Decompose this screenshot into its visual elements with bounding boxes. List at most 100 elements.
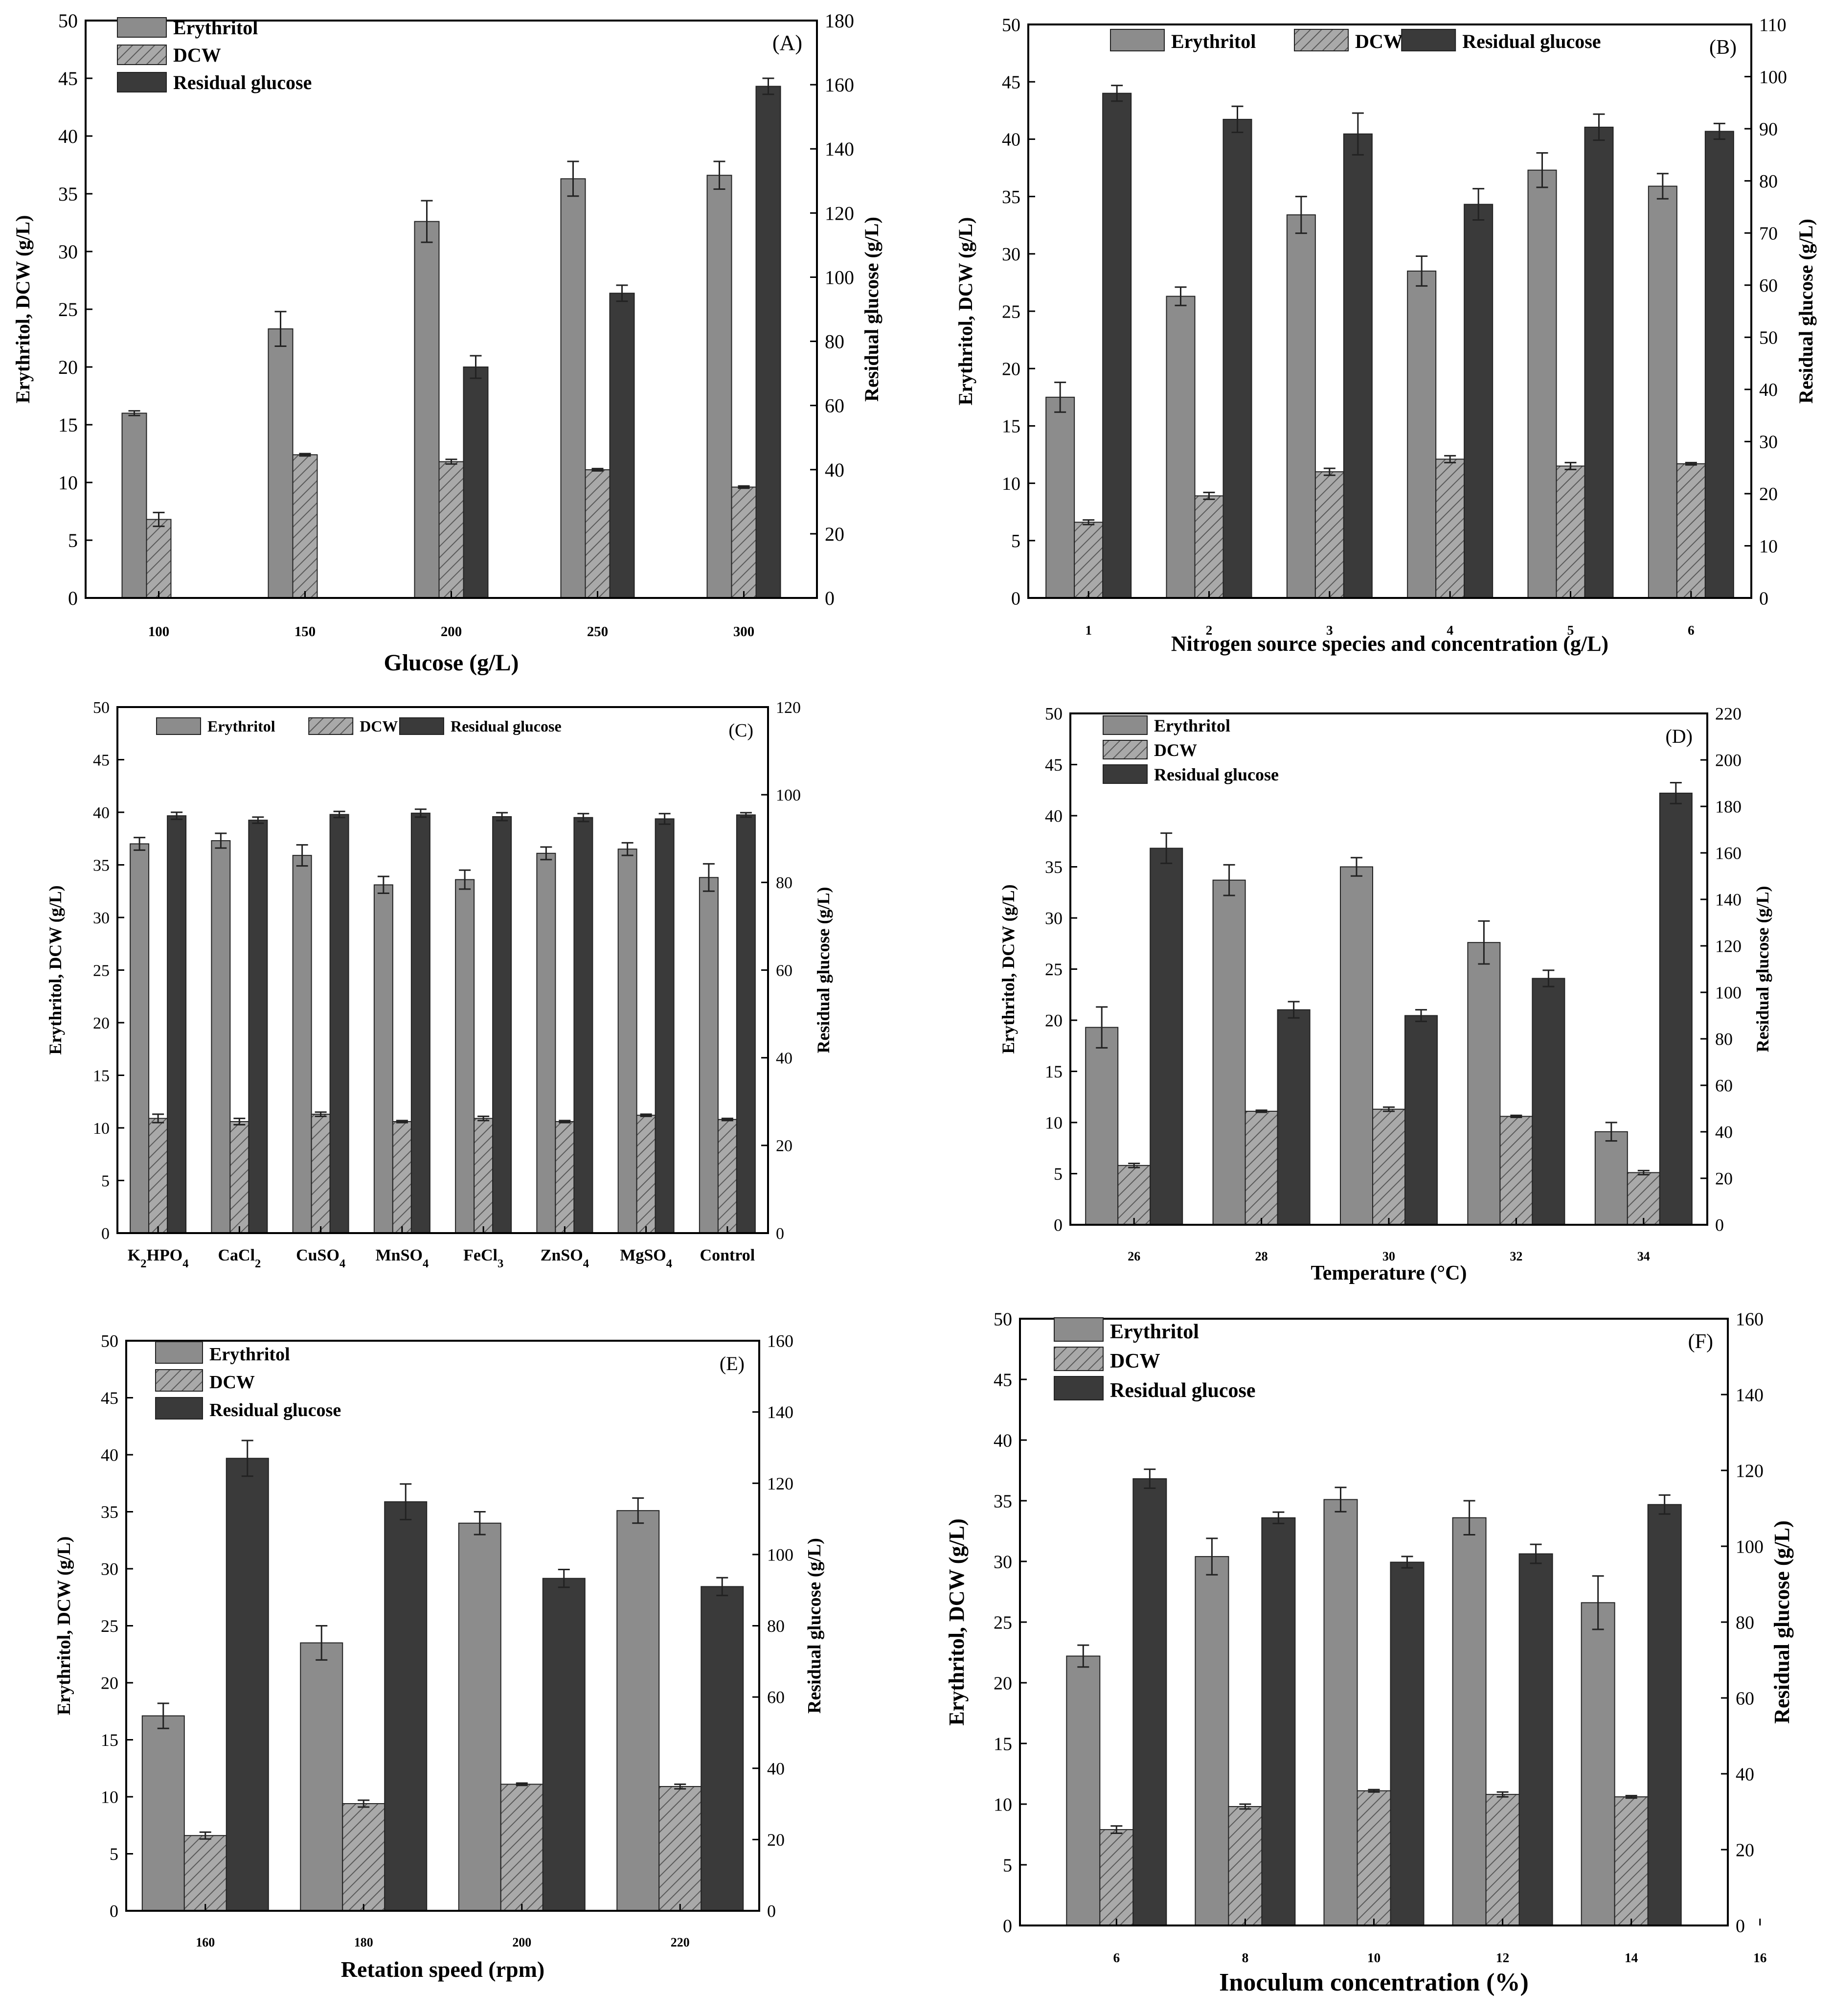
left-tick-label: 5	[68, 529, 78, 551]
legend-label-erythritol: Erythritol	[1110, 1321, 1199, 1343]
right-tick-label: 70	[1759, 223, 1778, 244]
right-tick-label: 120	[825, 202, 854, 224]
right-tick-label: 0	[776, 1225, 784, 1243]
glucose-bar	[1532, 978, 1565, 1225]
x-axis-title: Inoculum concentration (%)	[1219, 1969, 1529, 1996]
left-tick-label: 45	[101, 1388, 118, 1408]
x-tick-label: 12	[1496, 1950, 1509, 1965]
left-tick-label: 35	[994, 1491, 1012, 1512]
right-tick-label: 220	[1715, 704, 1742, 724]
right-tick-label: 160	[1715, 844, 1742, 863]
legend-swatch-erythritol	[1103, 715, 1148, 735]
left-tick-label: 15	[1002, 416, 1020, 437]
left-tick-label: 10	[58, 472, 78, 494]
right-axis-title: Residual glucose (g/L)	[1795, 219, 1817, 404]
legend-label-glucose: Residual glucose	[1110, 1379, 1256, 1402]
right-tick-label: 40	[1736, 1764, 1754, 1785]
right-tick-label: 80	[1715, 1030, 1733, 1049]
x-axis-title: Retation speed (rpm)	[341, 1957, 545, 1982]
right-tick-label: 160	[825, 74, 854, 96]
dcw-bar	[1556, 465, 1585, 598]
left-tick-label: 40	[1045, 806, 1063, 826]
right-tick-label: 200	[1715, 751, 1742, 770]
left-tick-label: 15	[93, 1067, 110, 1085]
left-tick-label: 50	[994, 1309, 1012, 1329]
left-tick-label: 0	[1054, 1215, 1063, 1235]
glucose-bar	[736, 814, 756, 1234]
glucose-bar	[410, 812, 430, 1234]
erythritol-bar	[1452, 1517, 1487, 1926]
glucose-bar	[655, 818, 675, 1234]
glucose-bar	[1102, 92, 1132, 598]
dcw-bar	[585, 469, 611, 598]
legend-swatch-dcw	[1103, 740, 1148, 759]
dcw-bar	[500, 1784, 543, 1912]
glucose-bar	[1132, 1478, 1167, 1926]
panel-a-chart: 0 5 10 15 20 25 30 35 40 45 50 0 20 40 60 80 100 120 140 16…	[12, 10, 883, 676]
right-tick-label: 40	[1715, 1123, 1733, 1142]
glucose-bar	[1647, 1504, 1682, 1926]
erythritol-bar	[455, 879, 475, 1234]
left-tick-label: 20	[58, 356, 78, 378]
left-tick-label: 25	[994, 1612, 1012, 1633]
dcw-bar	[148, 1118, 168, 1234]
x-tick-label: 160	[196, 1935, 215, 1949]
left-axis-title: Erythritol, DCW (g/L)	[45, 885, 65, 1054]
erythritol-bar	[141, 1715, 185, 1912]
legend-swatch-glucose	[1054, 1376, 1104, 1400]
erythritol-bar	[121, 412, 147, 599]
left-tick-label: 10	[1045, 1113, 1063, 1133]
right-tick-label: 160	[767, 1331, 793, 1351]
right-tick-label: 180	[825, 10, 854, 32]
glucose-bar	[701, 1586, 744, 1911]
right-tick-label: 0	[1736, 1916, 1745, 1936]
left-tick-label: 40	[101, 1445, 118, 1465]
erythritol-bar	[1581, 1602, 1615, 1926]
right-tick-label: 60	[1736, 1688, 1754, 1709]
panel-label: (C)	[728, 720, 753, 741]
dcw-bar	[292, 454, 318, 598]
dcw-bar	[636, 1115, 656, 1234]
x-tick-label: FeCl3	[463, 1246, 503, 1270]
right-tick-label: 100	[825, 266, 854, 288]
glucose-bar	[463, 367, 489, 598]
dcw-bar	[1314, 471, 1344, 598]
left-tick-label: 5	[110, 1844, 118, 1864]
glucose-bar	[248, 820, 268, 1234]
dcw-bar	[1228, 1806, 1263, 1926]
right-tick-label: 100	[1715, 983, 1742, 1003]
erythritol-bar	[1527, 169, 1557, 598]
legend-swatch-dcw	[117, 45, 167, 65]
left-tick-label: 0	[110, 1901, 118, 1921]
right-tick-label: 100	[767, 1545, 793, 1564]
right-tick-label: 0	[767, 1901, 776, 1921]
x-tick-label: 32	[1510, 1249, 1522, 1263]
right-tick-label: 60	[1759, 275, 1778, 296]
legend-swatch-glucose	[155, 1397, 203, 1420]
x-tick-label: 16	[1753, 1950, 1766, 1965]
glucose-bar	[226, 1458, 269, 1911]
right-tick-label: 20	[1715, 1169, 1733, 1189]
right-tick-label: 40	[1759, 380, 1778, 400]
legend-swatch-erythritol	[155, 1341, 203, 1364]
dcw-bar	[731, 486, 757, 598]
panel-d-chart: 0 5 10 15 20 25 30 35 40 45 50 0 20 40 60 80 100 120 140 16…	[998, 704, 1772, 1284]
panel-f-chart: 0 5 10 15 20 25 30 35 40 45 50 0 20 40 60 80 100 120 140 16…	[945, 1309, 1794, 1996]
legend-label-glucose: Residual glucose	[1154, 765, 1279, 784]
left-tick-label: 50	[1045, 704, 1063, 724]
dcw-bar	[1372, 1108, 1405, 1226]
right-tick-label: 120	[1736, 1461, 1764, 1481]
erythritol-bar	[1212, 879, 1246, 1226]
erythritol-bar	[414, 221, 440, 598]
legend-swatch-erythritol	[1110, 29, 1165, 51]
left-tick-label: 40	[994, 1430, 1012, 1451]
left-tick-label: 50	[1002, 15, 1020, 35]
erythritol-bar	[560, 178, 586, 598]
legend-label-erythritol: Erythritol	[207, 717, 275, 735]
glucose-bar	[573, 817, 593, 1234]
x-tick-label: 30	[1382, 1249, 1395, 1263]
plot-frame	[1027, 23, 1752, 599]
right-tick-label: 60	[825, 395, 844, 417]
legend-swatch-dcw	[155, 1369, 203, 1392]
